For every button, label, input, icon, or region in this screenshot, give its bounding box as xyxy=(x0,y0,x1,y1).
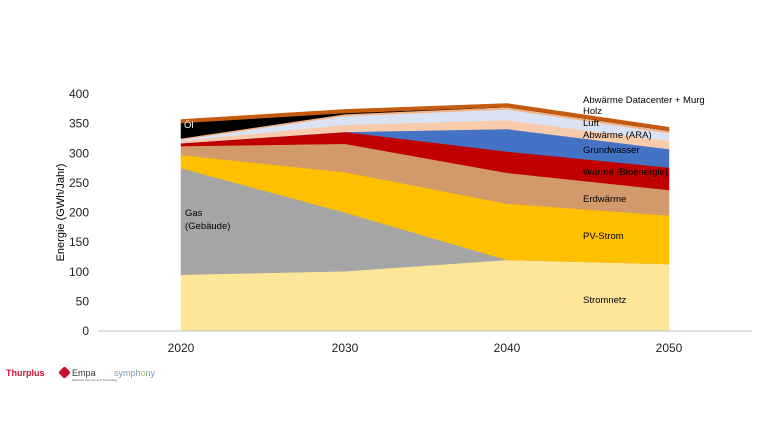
label-erdwaerme: Erdwärme xyxy=(583,194,626,205)
label-luft: Luft xyxy=(583,118,599,129)
label-oel: Öl xyxy=(184,120,194,131)
label-grundwasser: Grundwasser xyxy=(583,145,640,156)
logo-bar: Thurplus Empa Materials Science and Tech… xyxy=(6,366,306,382)
empa-logo-icon xyxy=(58,366,71,379)
label-abwaerme-ara: Abwärme (ARA) xyxy=(583,130,652,141)
y-tick-label: 350 xyxy=(69,117,89,131)
symphony-logo-part3: ny xyxy=(145,368,156,378)
label-waerme-bioenergie: Wärme (Bioenergie) xyxy=(583,167,668,178)
x-tick-label: 2030 xyxy=(332,341,359,355)
y-tick-label: 50 xyxy=(76,294,90,308)
y-tick-label: 0 xyxy=(82,324,89,338)
y-tick-label: 100 xyxy=(69,265,89,279)
y-tick-label: 200 xyxy=(69,206,89,220)
x-tick-label: 2040 xyxy=(494,341,521,355)
label-gas: Gas xyxy=(185,208,203,219)
symphony-logo-part2: o xyxy=(140,368,146,378)
y-tick-label: 400 xyxy=(69,87,89,101)
symphony-logo-part1: symph xyxy=(114,368,141,378)
label-holz: Holz xyxy=(583,106,602,117)
x-tick-label: 2020 xyxy=(168,341,195,355)
y-tick-label: 250 xyxy=(69,176,89,190)
y-axis-label: Energie (GWh/Jahr) xyxy=(55,164,67,262)
symphony-logo: symphony xyxy=(114,368,155,378)
empa-logo-subtitle: Materials Science and Technology xyxy=(72,378,118,382)
label-pv-strom: PV-Strom xyxy=(583,231,624,242)
y-tick-label: 300 xyxy=(69,146,89,160)
x-tick-label: 2050 xyxy=(656,341,683,355)
label-gas-gebaeude: (Gebäude) xyxy=(185,221,230,232)
y-tick-label: 150 xyxy=(69,235,89,249)
label-stromnetz: Stromnetz xyxy=(583,295,627,306)
thurplus-logo: Thurplus xyxy=(6,368,45,378)
label-abwaerme-datacenter: Abwärme Datacenter + Murg xyxy=(583,95,705,106)
empa-logo-text: Empa xyxy=(72,368,96,378)
area-series-abwärme-datacenter-murg xyxy=(180,103,670,131)
